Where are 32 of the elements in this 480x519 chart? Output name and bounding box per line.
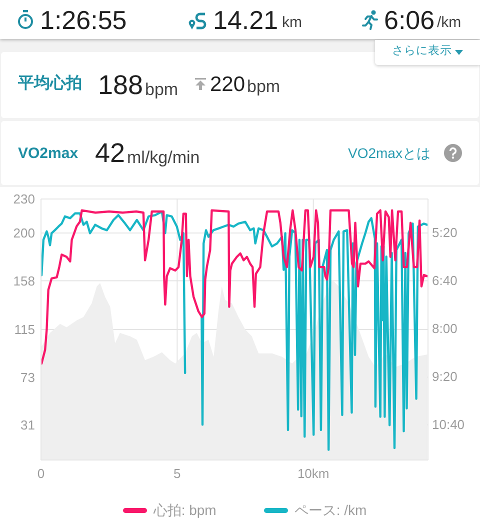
y2-tick-label: 8:00: [432, 321, 458, 336]
text: 220: [210, 73, 246, 96]
y2-tick-label: 6:40: [432, 273, 458, 288]
text: さらに表示: [392, 45, 452, 58]
y-tick-label: 115: [14, 322, 35, 338]
y-tick-label: 73: [20, 370, 35, 385]
legend-label: 心拍: bpm: [153, 502, 216, 518]
y-tick-label: 230: [13, 192, 35, 207]
y2-tick-label: 5:20: [432, 225, 458, 240]
legend-label: ペース: /km: [294, 502, 367, 518]
x-tick-label: 10km: [297, 466, 330, 482]
text: 平均心拍: [18, 75, 82, 92]
text: bpm: [145, 80, 178, 99]
y-tick-label: 200: [13, 226, 35, 241]
text: km: [282, 14, 302, 31]
text: 6:06: [384, 5, 435, 35]
y-tick-label: 31: [20, 417, 35, 432]
text: VO2maxとは: [348, 145, 430, 161]
text: 42: [95, 138, 126, 168]
y2-tick-label: 10:40: [432, 417, 465, 432]
text: 14.21: [213, 5, 278, 35]
text: /km: [437, 14, 462, 31]
x-tick-label: 5: [174, 466, 181, 482]
text: VO2max: [18, 145, 78, 162]
text: ml/kg/min: [127, 148, 200, 167]
y2-tick-label: 9:20: [432, 369, 458, 384]
text: 1:26:55: [40, 5, 127, 35]
text: 188: [98, 70, 144, 100]
x-tick-label: 0: [37, 466, 45, 482]
line-series: [41, 209, 428, 365]
y-tick-label: 158: [13, 273, 35, 288]
text: bpm: [247, 77, 280, 96]
